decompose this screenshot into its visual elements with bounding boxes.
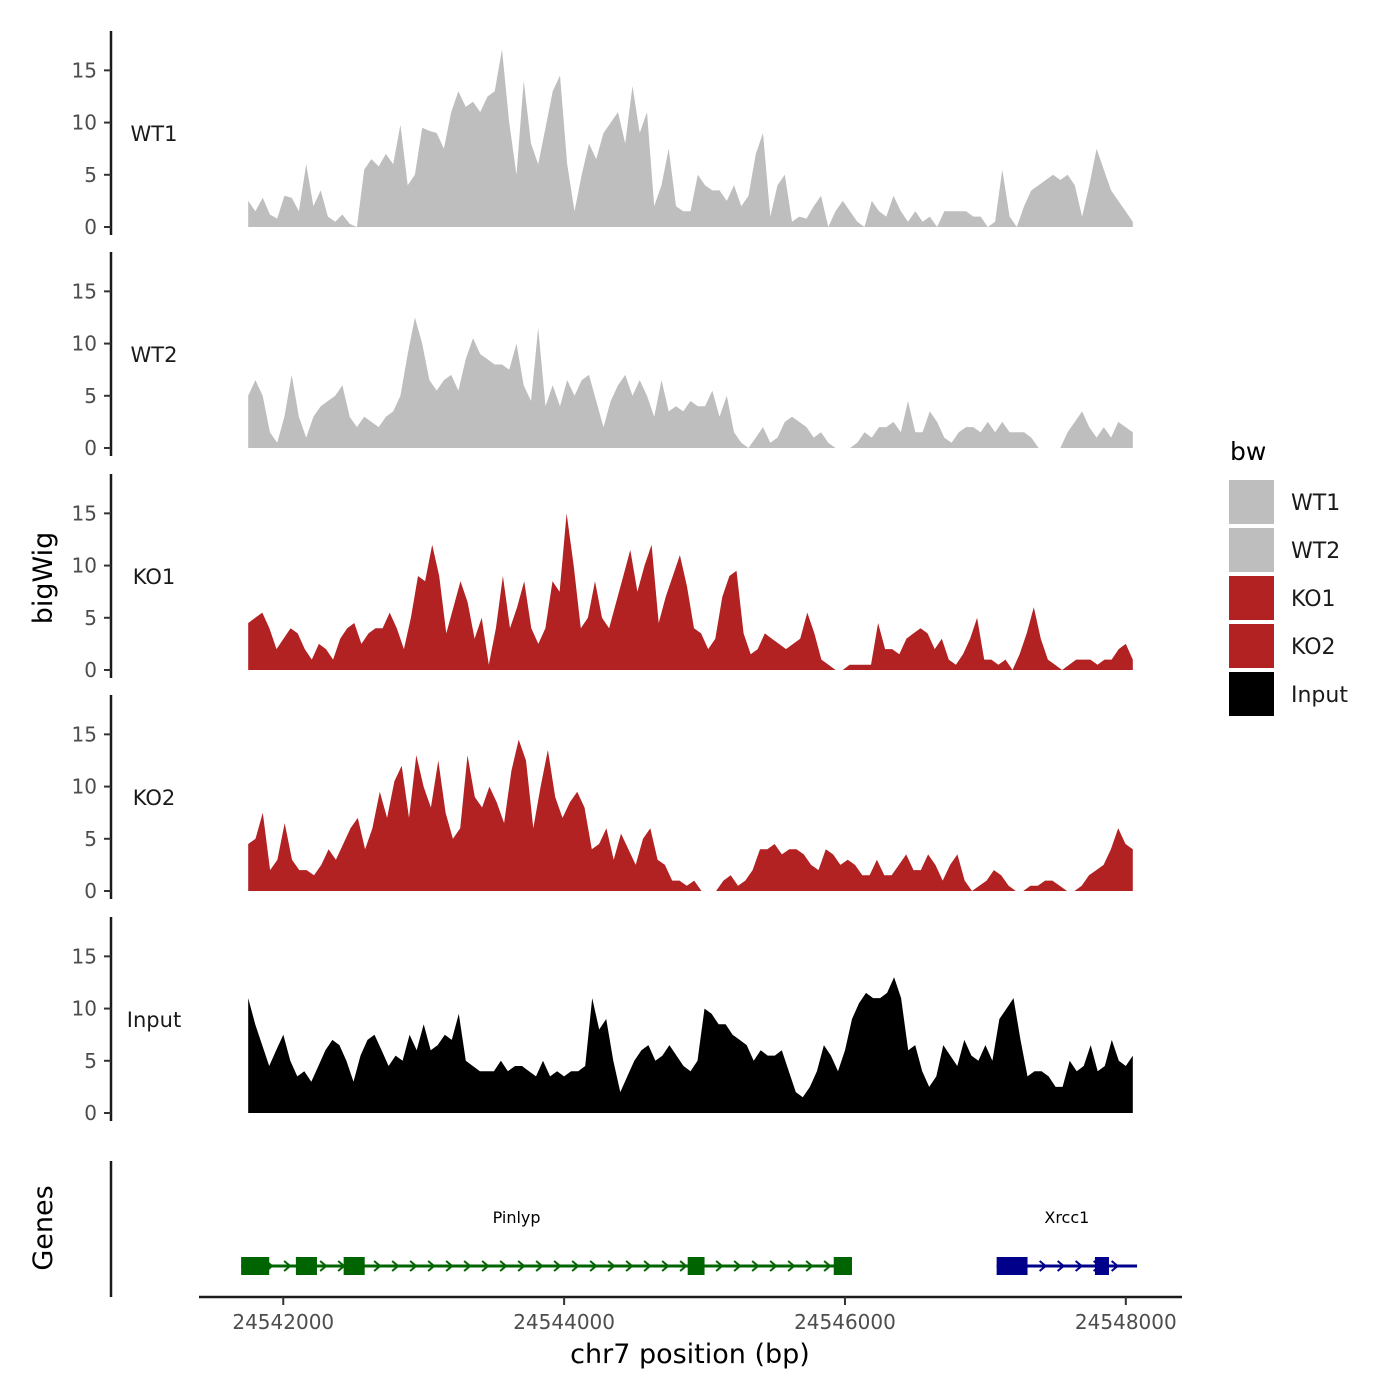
strand-arrow-xrcc1 — [1074, 1260, 1084, 1272]
y-tick-label-ko2-0: 0 — [84, 879, 97, 903]
strand-arrow-pinlyp — [427, 1260, 436, 1272]
legend-label-ko2: KO2 — [1291, 635, 1336, 660]
x-tick-label-24546000: 24546000 — [794, 1310, 896, 1334]
y-tick-label-ko1-15: 15 — [72, 501, 97, 525]
y-tick-label-input-15: 15 — [72, 944, 97, 968]
y-tick-label-wt2-15: 15 — [72, 279, 97, 303]
strand-arrow-pinlyp — [679, 1260, 688, 1272]
y-tick-label-wt2-10: 10 — [72, 332, 97, 356]
exon-pinlyp-3 — [343, 1257, 365, 1275]
y-tick-label-wt2-0: 0 — [84, 436, 97, 460]
y-tick-label-input-10: 10 — [72, 997, 97, 1021]
strand-arrow-xrcc1 — [1110, 1260, 1120, 1272]
area-series-ko2 — [248, 739, 1133, 891]
legend-label-ko1: KO1 — [1291, 587, 1336, 612]
legend-label-wt2: WT2 — [1291, 539, 1340, 564]
exon-xrcc1-1 — [996, 1257, 1028, 1275]
strand-arrow-pinlyp — [463, 1260, 472, 1272]
strand-arrow-pinlyp — [715, 1260, 724, 1272]
legend: bw WT1 WT2 KO1 KO2 Input — [1229, 437, 1348, 716]
area-series-ko1 — [248, 513, 1133, 670]
x-tick-label-24544000: 24544000 — [513, 1310, 615, 1334]
track-label-input: Input — [127, 1008, 181, 1032]
track-labels: WT1 WT2 KO1 KO2 Input — [127, 122, 181, 1032]
strand-arrow-pinlyp — [499, 1260, 508, 1272]
x-axis: 24542000 24544000 24546000 24548000 — [199, 1295, 1182, 1334]
area-series-input — [248, 977, 1133, 1113]
strand-arrow-pinlyp — [589, 1260, 598, 1272]
strand-arrow-pinlyp — [643, 1260, 652, 1272]
bigwig-tracks — [248, 49, 1133, 1113]
exon-pinlyp-4 — [687, 1257, 705, 1275]
genes-panel: Pinlyp Xrcc1 — [109, 1161, 1138, 1297]
legend-key-ko1 — [1229, 576, 1274, 620]
exon-pinlyp-1 — [241, 1257, 270, 1275]
legend-key-wt2 — [1229, 528, 1274, 572]
strand-arrow-pinlyp — [517, 1260, 526, 1272]
area-series-wt1 — [248, 49, 1133, 227]
y-tick-label-input-5: 5 — [84, 1049, 97, 1073]
y-tick-label-ko1-5: 5 — [84, 606, 97, 630]
strand-arrow-pinlyp — [607, 1260, 616, 1272]
strand-arrow-pinlyp — [805, 1260, 814, 1272]
strand-arrow-xrcc1 — [1056, 1260, 1066, 1272]
strand-arrow-pinlyp — [553, 1260, 562, 1272]
strand-arrow-pinlyp — [661, 1260, 670, 1272]
strand-arrow-pinlyp — [283, 1260, 292, 1272]
legend-key-wt1 — [1229, 480, 1274, 524]
y-tick-label-ko1-10: 10 — [72, 554, 97, 578]
strand-arrow-pinlyp — [391, 1260, 400, 1272]
legend-key-input — [1229, 672, 1274, 716]
strand-arrow-xrcc1 — [1038, 1260, 1048, 1272]
exon-xrcc1-2 — [1094, 1257, 1109, 1275]
exon-pinlyp-5 — [833, 1257, 852, 1275]
strand-arrow-pinlyp — [535, 1260, 544, 1272]
y-tick-label-input-0: 0 — [84, 1101, 97, 1125]
y-tick-label-wt1-0: 0 — [84, 215, 97, 239]
strand-arrow-pinlyp — [373, 1260, 382, 1272]
y-tick-label-wt1-5: 5 — [84, 163, 97, 187]
strand-arrow-pinlyp — [625, 1260, 634, 1272]
x-axis-title: chr7 position (bp) — [570, 1339, 810, 1370]
y-axes: 0 5 10 15 0 5 10 15 0 5 10 15 0 5 10 15 0 5 10 15 — [72, 31, 113, 1125]
legend-key-ko2 — [1229, 624, 1274, 668]
y-tick-label-wt1-10: 10 — [72, 111, 97, 135]
gene-label-xrcc1: Xrcc1 — [1044, 1208, 1089, 1227]
gene-label-pinlyp: Pinlyp — [493, 1208, 541, 1227]
track-label-wt2: WT2 — [131, 343, 178, 367]
strand-arrow-pinlyp — [319, 1260, 328, 1272]
legend-label-input: Input — [1291, 683, 1348, 708]
legend-label-wt1: WT1 — [1291, 491, 1340, 516]
y-tick-label-ko2-15: 15 — [72, 722, 97, 746]
y-tick-label-ko1-0: 0 — [84, 658, 97, 682]
strand-arrow-pinlyp — [769, 1260, 778, 1272]
y-tick-label-ko2-5: 5 — [84, 827, 97, 851]
x-tick-label-24542000: 24542000 — [232, 1310, 334, 1334]
strand-arrow-pinlyp — [733, 1260, 742, 1272]
strand-arrow-pinlyp — [445, 1260, 454, 1272]
x-tick-label-24548000: 24548000 — [1075, 1310, 1177, 1334]
y-tick-label-wt2-5: 5 — [84, 384, 97, 408]
y-axis-title-bigwig: bigWig — [28, 532, 59, 625]
y-axis-title-genes: Genes — [28, 1185, 59, 1270]
y-tick-label-ko2-10: 10 — [72, 775, 97, 799]
y-tick-label-wt1-15: 15 — [72, 58, 97, 82]
area-series-wt2 — [248, 317, 1133, 448]
legend-title: bw — [1230, 437, 1266, 466]
strand-arrow-pinlyp — [409, 1260, 418, 1272]
strand-arrow-pinlyp — [787, 1260, 796, 1272]
strand-arrow-pinlyp — [571, 1260, 580, 1272]
track-label-wt1: WT1 — [131, 122, 178, 146]
track-label-ko2: KO2 — [133, 786, 176, 810]
track-label-ko1: KO1 — [133, 565, 176, 589]
strand-arrow-pinlyp — [481, 1260, 490, 1272]
strand-arrow-pinlyp — [823, 1260, 832, 1272]
strand-arrow-pinlyp — [751, 1260, 760, 1272]
exon-pinlyp-2 — [295, 1257, 317, 1275]
